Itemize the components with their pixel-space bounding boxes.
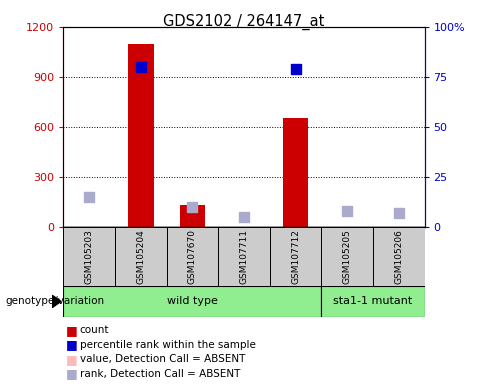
Text: GSM107670: GSM107670 [188, 229, 197, 284]
Text: ■: ■ [66, 367, 78, 381]
Bar [322, 227, 373, 286]
Point [240, 214, 248, 220]
Text: GSM107711: GSM107711 [240, 229, 248, 284]
Bar [166, 227, 218, 286]
Text: wild type: wild type [167, 296, 218, 306]
Bar [322, 286, 425, 317]
Text: GSM105205: GSM105205 [343, 229, 352, 284]
Point [395, 210, 403, 216]
Text: GDS2102 / 264147_at: GDS2102 / 264147_at [163, 13, 325, 30]
Point [85, 194, 93, 200]
Point [137, 64, 145, 70]
Text: ■: ■ [66, 338, 78, 351]
Text: GSM105203: GSM105203 [85, 229, 94, 284]
Text: rank, Detection Call = ABSENT: rank, Detection Call = ABSENT [80, 369, 240, 379]
Point [188, 204, 196, 210]
Polygon shape [52, 295, 61, 308]
Text: genotype/variation: genotype/variation [5, 296, 104, 306]
Text: GSM105206: GSM105206 [394, 229, 403, 284]
Point [343, 207, 351, 214]
Text: GSM105204: GSM105204 [136, 229, 145, 284]
Text: percentile rank within the sample: percentile rank within the sample [80, 340, 255, 350]
Text: sta1-1 mutant: sta1-1 mutant [333, 296, 412, 306]
Bar [180, 205, 205, 227]
Bar [270, 227, 322, 286]
Bar [128, 43, 154, 227]
Text: ■: ■ [66, 353, 78, 366]
Bar [283, 118, 308, 227]
Point [292, 66, 300, 72]
Text: value, Detection Call = ABSENT: value, Detection Call = ABSENT [80, 354, 245, 364]
Bar [373, 227, 425, 286]
Text: ■: ■ [66, 324, 78, 337]
Text: GSM107712: GSM107712 [291, 229, 300, 284]
Bar [63, 227, 115, 286]
Bar [115, 227, 166, 286]
Bar [63, 286, 322, 317]
Text: count: count [80, 325, 109, 335]
Bar [218, 227, 270, 286]
